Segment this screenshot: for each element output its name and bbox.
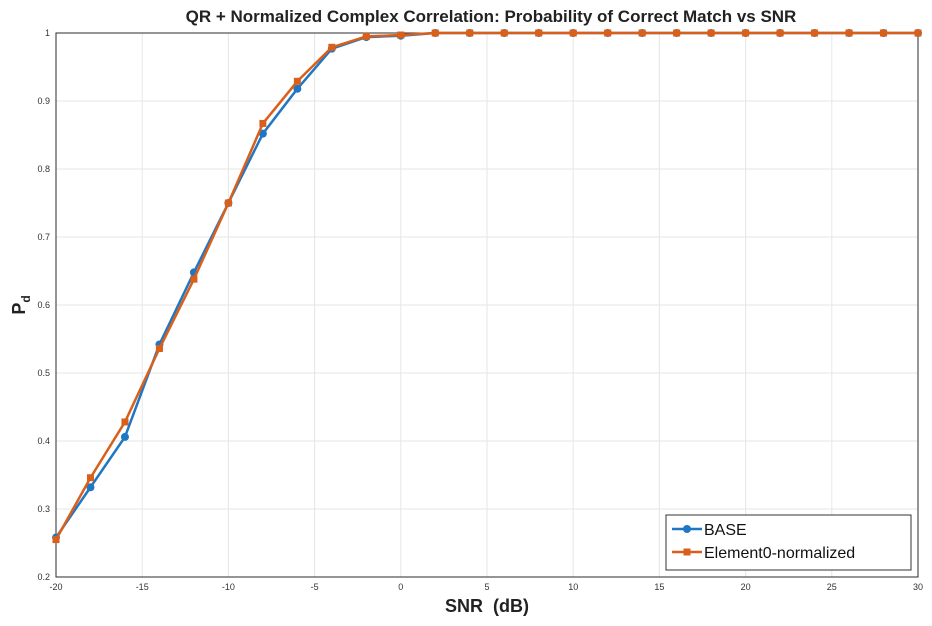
- data-point: [811, 29, 819, 37]
- data-point: [328, 43, 336, 51]
- data-point: [224, 199, 232, 207]
- legend-swatch-marker: [683, 548, 691, 556]
- y-tick-label: 0.7: [37, 232, 50, 242]
- x-tick-label: 25: [827, 582, 837, 592]
- data-point: [880, 29, 888, 37]
- x-axis-label: SNR (dB): [445, 596, 529, 616]
- x-tick-label: 10: [568, 582, 578, 592]
- chart-title: QR + Normalized Complex Correlation: Pro…: [186, 7, 797, 26]
- data-point: [914, 29, 922, 37]
- data-point: [190, 275, 198, 283]
- y-tick-label: 0.6: [37, 300, 50, 310]
- y-tick-label: 0.9: [37, 96, 50, 106]
- data-point: [500, 29, 508, 37]
- x-tick-label: 5: [484, 582, 489, 592]
- data-point: [362, 32, 370, 40]
- legend-label: BASE: [704, 522, 747, 539]
- data-point: [86, 474, 94, 482]
- data-point: [569, 29, 577, 37]
- y-axis-label-sub: d: [19, 295, 33, 302]
- data-point: [466, 29, 474, 37]
- data-point: [431, 29, 439, 37]
- legend-label: Element0-normalized: [704, 545, 855, 562]
- series-2: [52, 29, 922, 544]
- y-tick-label: 0.5: [37, 368, 50, 378]
- legend: BASE Element0-normalized: [665, 514, 912, 571]
- x-tick-label: -20: [49, 582, 62, 592]
- data-point: [535, 29, 543, 37]
- tick-labels: -20 -15 -10 -5 0 5 10 15 20 25 30 0.2 0.3 0.4 0.5 0.6 0.…: [37, 28, 923, 592]
- x-tick-label: -10: [222, 582, 235, 592]
- data-point: [258, 129, 267, 138]
- data-point: [293, 77, 301, 85]
- data-point: [259, 119, 267, 127]
- data-point: [673, 29, 681, 37]
- data-point: [155, 345, 163, 353]
- data-point: [845, 29, 853, 37]
- y-tick-label: 1: [45, 28, 50, 38]
- legend-box: [665, 514, 912, 571]
- data-point: [742, 29, 750, 37]
- grid: [55, 32, 919, 578]
- y-tick-label: 0.2: [37, 572, 50, 582]
- data-point: [52, 536, 60, 544]
- series: [52, 29, 922, 544]
- x-tick-label: -5: [311, 582, 319, 592]
- legend-swatch-marker: [683, 525, 691, 533]
- data-point: [604, 29, 612, 37]
- series-line: [54, 31, 918, 541]
- data-point: [120, 432, 129, 441]
- data-point: [776, 29, 784, 37]
- y-axis-label: Pd: [9, 295, 33, 314]
- x-tick-label: -15: [136, 582, 149, 592]
- x-tick-label: 30: [913, 582, 923, 592]
- data-point: [397, 31, 405, 39]
- data-point: [638, 29, 646, 37]
- x-tick-label: 15: [654, 582, 664, 592]
- data-point: [86, 483, 95, 492]
- legend-item: BASE: [672, 522, 747, 539]
- legend-item: Element0-normalized: [672, 545, 855, 562]
- y-tick-label: 0.3: [37, 504, 50, 514]
- x-tick-label: 0: [398, 582, 403, 592]
- y-axis-label-main: P: [9, 303, 29, 315]
- y-tick-label: 0.4: [37, 436, 50, 446]
- data-point: [293, 84, 302, 93]
- data-point: [707, 29, 715, 37]
- data-point: [121, 418, 129, 426]
- x-tick-label: 20: [741, 582, 751, 592]
- y-tick-label: 0.8: [37, 164, 50, 174]
